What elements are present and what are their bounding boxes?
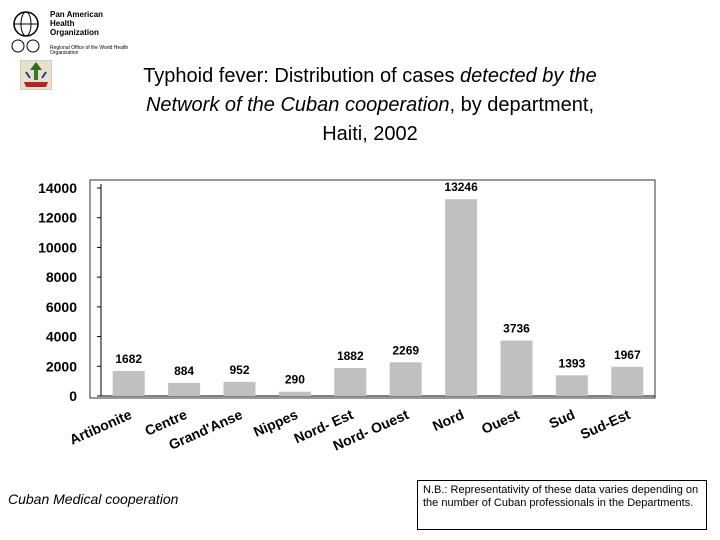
bar-chart: 0 2000 4000 6000 8000 10000 12000 14000 1682 884… — [38, 179, 656, 454]
data-label: 13246 — [444, 180, 478, 194]
y-tick-label: 10000 — [38, 239, 77, 255]
chart-title: Typhoid fever: Distribution of cases det… — [143, 65, 597, 145]
data-label: 952 — [229, 363, 249, 377]
data-label: 884 — [174, 364, 194, 378]
y-tick-label: 8000 — [46, 269, 77, 285]
bar — [168, 382, 201, 396]
bar — [334, 368, 367, 396]
data-label: 1682 — [115, 352, 142, 366]
x-tick-label: Nord — [430, 406, 466, 434]
data-label: 1967 — [614, 348, 641, 362]
data-label: 3736 — [503, 321, 530, 335]
bar — [389, 362, 422, 396]
bar — [445, 199, 478, 396]
bar — [223, 381, 256, 396]
organization-name: Pan American Health Organization — [50, 10, 104, 37]
data-labels: 1682 884 952 290 1882 2269 13246 3736 1393 1967 — [115, 180, 641, 386]
x-tick-label: Artibonite — [67, 406, 134, 448]
y-tick-label: 6000 — [46, 299, 77, 315]
plot-frame — [89, 179, 656, 399]
paho-globe-icon — [11, 11, 40, 53]
organization-subtitle: Regional Office of the World Health Orga… — [50, 45, 129, 56]
data-label: 290 — [285, 373, 305, 387]
haiti-coat-of-arms-icon — [20, 60, 52, 90]
bars — [112, 199, 644, 396]
y-axis: 0 2000 4000 6000 8000 10000 12000 14000 — [38, 180, 655, 404]
y-tick-label: 12000 — [38, 210, 77, 226]
paho-logo: Pan American Health Organization Regiona… — [8, 10, 128, 56]
source-label: Cuban Medical cooperation — [8, 491, 179, 507]
bar — [611, 366, 644, 396]
y-tick-label: 4000 — [46, 329, 77, 345]
bar — [112, 371, 145, 396]
data-label: 1882 — [337, 349, 364, 363]
note-box: N.B.: Representativity of these data var… — [417, 480, 707, 530]
y-tick-label: 0 — [69, 388, 77, 404]
x-tick-label: Sud — [546, 406, 577, 431]
bar — [278, 391, 311, 396]
bar — [500, 340, 533, 396]
bar — [555, 375, 588, 396]
y-tick-label: 2000 — [46, 358, 77, 374]
x-tick-label: Ouest — [479, 406, 522, 437]
y-tick-label: 14000 — [38, 180, 77, 196]
data-label: 2269 — [392, 343, 419, 357]
data-label: 1393 — [559, 356, 586, 370]
x-tick-label: Sud-Est — [578, 406, 633, 442]
